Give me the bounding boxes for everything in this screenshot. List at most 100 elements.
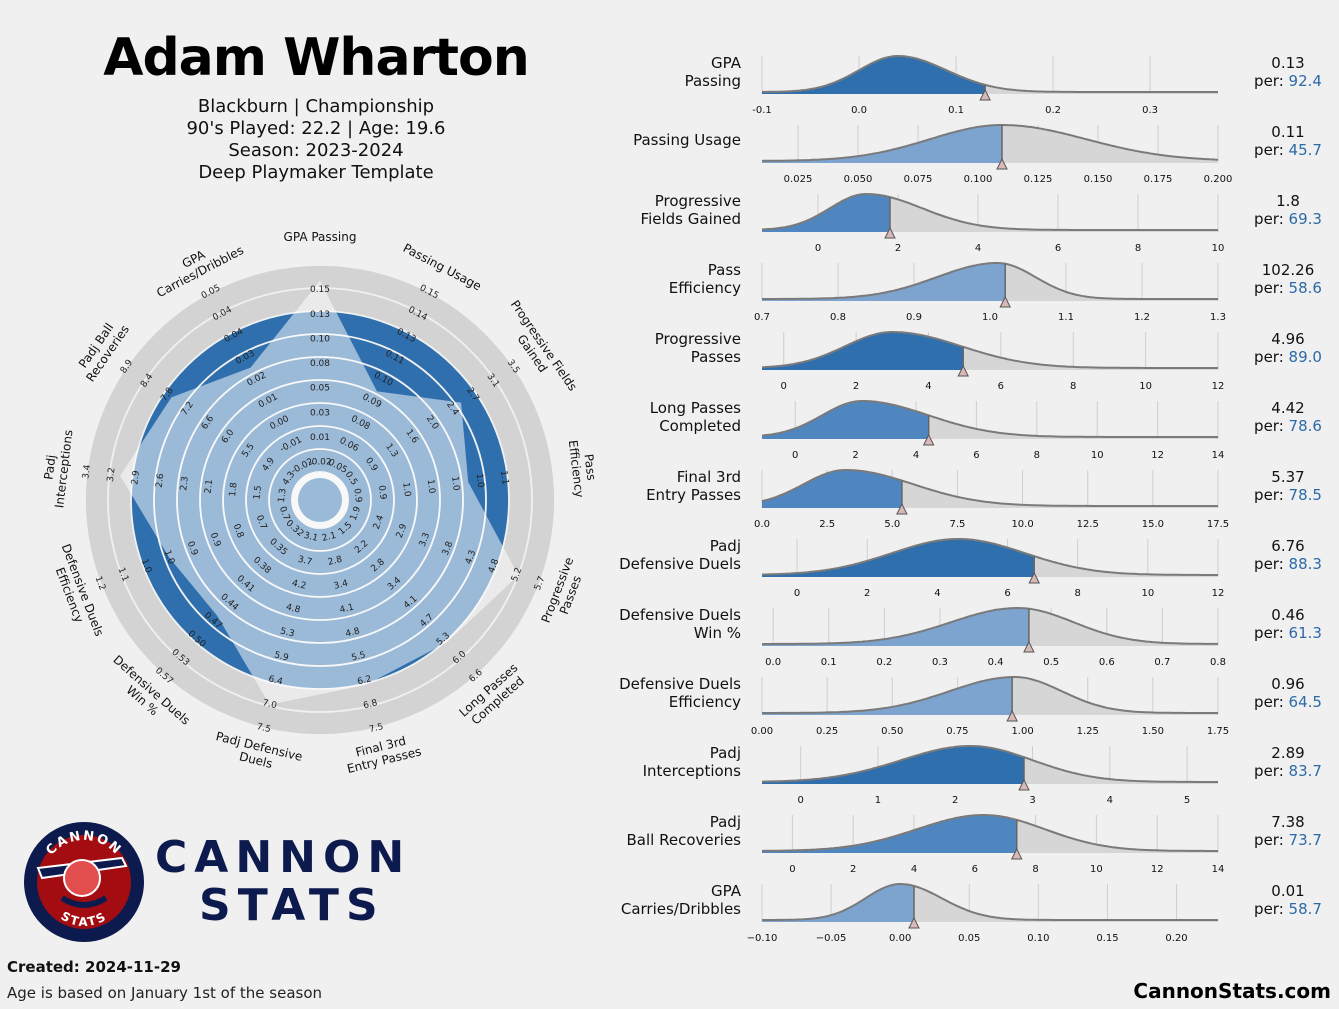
radar-tick-label: 3.4	[81, 464, 93, 480]
density-outline	[761, 331, 1218, 369]
x-tick-label: 8	[1032, 864, 1038, 875]
x-tick-label: 12	[1151, 864, 1164, 875]
metric-percentile: per: 89.0	[1254, 348, 1322, 366]
radar-tick-label: 0.9	[351, 488, 363, 504]
x-tick-label: 5.0	[884, 519, 900, 530]
x-tick-label: 0	[815, 243, 821, 254]
distribution-panel: −0.10 −0.05 0.00 0.05 0.10 0.15 0.20 GPA Carries…	[621, 882, 1322, 944]
x-tick-label: 10	[1212, 243, 1225, 254]
metric-value: 7.38	[1271, 813, 1304, 831]
x-tick-label: 1.75	[1207, 726, 1229, 737]
radar-tick-label: 5.2	[510, 566, 524, 583]
x-tick-label: 12	[1212, 588, 1225, 599]
distribution-panel: 0.0 2.5 5.0 7.5 10.0 12.5 15.0 17.5 Final 3rd Ent…	[646, 468, 1322, 530]
metric-percentile: per: 78.6	[1254, 417, 1322, 435]
radar-tick-label: 0.08	[310, 359, 330, 369]
radar-tick-label: 4.2	[291, 579, 307, 592]
radar-tick-label: 0.9	[376, 485, 388, 501]
site-link[interactable]: CannonStats.com	[1133, 979, 1331, 1003]
metric-label: Padj Interceptions	[643, 744, 742, 780]
radar-tick-label: 3.7	[297, 555, 313, 568]
radar-tick-label: 2.6	[155, 473, 167, 489]
value-marker	[896, 502, 908, 515]
metric-percentile: per: 45.7	[1254, 141, 1322, 159]
metric-value: 6.76	[1271, 537, 1304, 555]
x-tick-label: 0.2	[1045, 105, 1061, 116]
density-percentile-fill	[762, 263, 1006, 301]
x-tick-label: 8	[1075, 588, 1081, 599]
radar-tick-label: 2.4	[372, 514, 387, 531]
x-tick-label: −0.05	[816, 933, 847, 944]
x-tick-label: 0.075	[904, 174, 933, 185]
age-note: Age is based on January 1st of the seaso…	[7, 984, 323, 1002]
radar-tick-label: 1.1	[498, 470, 510, 485]
distribution-panel: 0.7 0.8 0.9 1.0 1.1 1.2 1.3 Pass Efficiency 102.2…	[669, 261, 1322, 323]
radar-tick-label: 1.0	[474, 473, 486, 489]
radar-tick-label: 0.15	[310, 285, 330, 295]
radar-axis-label: Final 3rdEntry Passes	[342, 731, 422, 776]
x-tick-label: 6	[972, 864, 978, 875]
x-tick-label: 0.175	[1144, 174, 1173, 185]
density-outline	[761, 193, 1218, 231]
metric-label: Defensive Duels Win %	[619, 606, 741, 642]
x-tick-label: 0	[794, 588, 800, 599]
minutes-age: 90's Played: 22.2 | Age: 19.6	[186, 118, 446, 139]
radar-tick-label: 0.7	[254, 514, 268, 531]
x-tick-label: -0.1	[752, 105, 772, 116]
metric-label: Final 3rd Entry Passes	[646, 468, 741, 504]
radar-tick-label: 7.5	[255, 722, 271, 735]
metric-label: Pass Efficiency	[669, 261, 741, 297]
radar-axis: -0.02 0.01 0.03 0.05 0.08 0.10 0.13 0.15 GPA Pas…	[284, 230, 357, 468]
x-tick-label: 10	[1090, 864, 1103, 875]
metric-label: Padj Defensive Duels	[619, 537, 741, 573]
x-tick-label: 0.0	[851, 105, 867, 116]
radar-axis-label: PadjInterceptions	[38, 427, 75, 509]
x-tick-label: 0.025	[784, 174, 813, 185]
metric-value: 0.11	[1271, 123, 1304, 141]
x-tick-label: 0.100	[964, 174, 993, 185]
radar-tick-label: 1.9	[349, 505, 364, 522]
x-tick-label: 4	[934, 588, 940, 599]
brand-wordmark: CANNON STATS	[155, 834, 411, 930]
radar-tick-label: 2.3	[179, 476, 191, 491]
radar-tick-label: 4.3	[464, 549, 478, 566]
x-tick-label: 10	[1091, 450, 1104, 461]
x-tick-label: 0.9	[906, 312, 922, 323]
metric-value: 5.37	[1271, 468, 1304, 486]
value-marker	[957, 364, 970, 377]
player-name: Adam Wharton	[103, 28, 530, 88]
x-tick-label: 8	[1135, 243, 1141, 254]
x-tick-label: 0.50	[881, 726, 903, 737]
radar-tick-label: 1.3	[277, 488, 289, 503]
x-tick-label: 3	[1029, 795, 1035, 806]
value-marker	[1023, 640, 1035, 653]
x-tick-label: 17.5	[1207, 519, 1229, 530]
x-tick-label: 0.200	[1204, 174, 1233, 185]
x-tick-label: 0	[792, 450, 798, 461]
player-info: Blackburn | Championship 90's Played: 22…	[0, 96, 632, 184]
x-tick-label: 4	[925, 381, 931, 392]
metric-percentile: per: 83.7	[1254, 762, 1322, 780]
x-tick-label: 0.6	[1099, 657, 1115, 668]
x-tick-label: 15.0	[1142, 519, 1164, 530]
radar-tick-label: 3.4	[333, 579, 350, 592]
radar-tick-label: 1.1	[116, 566, 130, 583]
metric-percentile: per: 58.6	[1254, 279, 1322, 297]
density-outline	[762, 262, 1218, 300]
radar-tick-label: 1.0	[162, 549, 177, 566]
x-tick-label: 0.0	[754, 519, 770, 530]
radar-tick-label: 5.3	[279, 626, 295, 639]
metric-percentile: per: 61.3	[1254, 624, 1322, 642]
x-tick-label: 7.5	[949, 519, 965, 530]
metric-percentile: per: 88.3	[1254, 555, 1322, 573]
radar-tick-label: 1.5	[252, 485, 264, 500]
x-tick-label: 2	[895, 243, 901, 254]
radar-tick-label: 6.2	[356, 674, 372, 687]
x-tick-label: 8	[1034, 450, 1040, 461]
x-tick-label: 8	[1070, 381, 1076, 392]
x-tick-label: 12	[1212, 381, 1225, 392]
density-percentile-fill	[762, 125, 1002, 163]
created-date: Created: 2024-11-29	[7, 958, 181, 976]
